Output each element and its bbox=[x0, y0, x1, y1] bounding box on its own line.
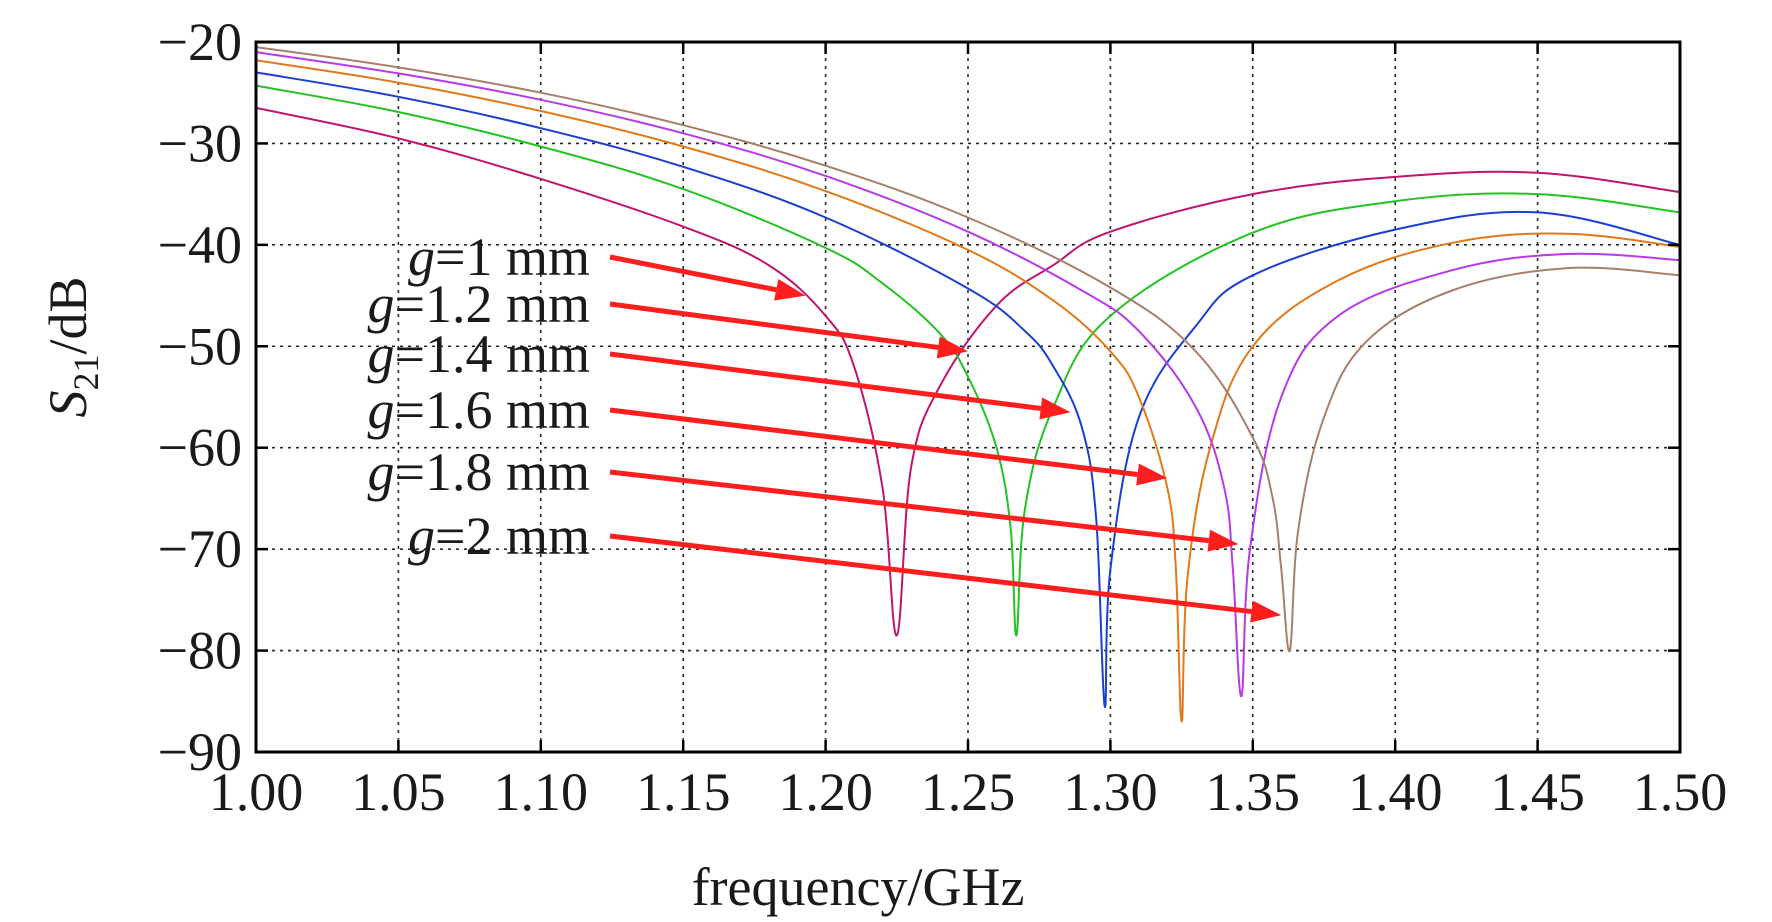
x-tick-label: 1.35 bbox=[1206, 762, 1301, 822]
arrow-head-4 bbox=[1136, 463, 1168, 486]
y-tick-label: −70 bbox=[158, 519, 242, 579]
legend-label-4: g=1.6 mm bbox=[368, 380, 590, 440]
arrow-head-1 bbox=[774, 278, 806, 301]
legend-label-var: g bbox=[368, 380, 395, 440]
legend-label-6: g=2 mm bbox=[408, 506, 590, 566]
y-axis-title-base: S bbox=[38, 391, 98, 418]
series-line-6 bbox=[255, 46, 1681, 652]
arrow-line-6 bbox=[609, 533, 1252, 615]
x-tick-label: 1.00 bbox=[209, 762, 304, 822]
legend-label-3: g=1.4 mm bbox=[368, 324, 590, 384]
x-tick-label: 1.30 bbox=[1063, 762, 1158, 822]
y-tick-label: −80 bbox=[158, 621, 242, 681]
y-axis-title: S21/dB bbox=[38, 276, 106, 417]
arrow-line-2 bbox=[609, 301, 939, 350]
x-tick-label: 1.25 bbox=[921, 762, 1016, 822]
legend-label-1: g=1 mm bbox=[408, 227, 590, 287]
y-tick-label: −60 bbox=[158, 418, 242, 478]
legend-label-value: =1.2 mm bbox=[395, 274, 590, 334]
x-tick-label: 1.45 bbox=[1490, 762, 1585, 822]
legend-label-value: =1.4 mm bbox=[395, 324, 590, 384]
x-tick-label: 1.20 bbox=[778, 762, 873, 822]
y-tick-label: −50 bbox=[158, 316, 242, 376]
legend-label-value: =1.6 mm bbox=[395, 380, 590, 440]
legend-label-value: =1 mm bbox=[435, 227, 590, 287]
legend-label-value: =1.8 mm bbox=[395, 442, 590, 502]
axis-ticks bbox=[254, 40, 1682, 754]
y-axis-title-sub: 21 bbox=[66, 355, 106, 391]
arrow-head-6 bbox=[1250, 600, 1282, 623]
arrow-line-3 bbox=[609, 351, 1042, 411]
arrow-head-3 bbox=[1039, 397, 1071, 420]
x-tick-label: 1.10 bbox=[494, 762, 589, 822]
legend-label-var: g bbox=[368, 324, 395, 384]
y-tick-labels: −20 −30 −40 −50 −60 −70 −80 −90 bbox=[158, 12, 242, 782]
x-axis-title: frequency/GHz bbox=[692, 857, 1025, 917]
x-tick-label: 1.15 bbox=[636, 762, 731, 822]
y-tick-label: −30 bbox=[158, 113, 242, 173]
legend-label-var: g bbox=[408, 506, 435, 566]
y-tick-label: −90 bbox=[158, 722, 242, 782]
legend-label-var: g bbox=[408, 227, 435, 287]
arrow-line-4 bbox=[609, 407, 1138, 477]
series-line-5 bbox=[255, 51, 1681, 698]
legend-label-var: g bbox=[368, 442, 395, 502]
series-line-3 bbox=[255, 71, 1681, 708]
arrow-head-2 bbox=[936, 336, 968, 359]
legend-label-var: g bbox=[368, 274, 395, 334]
y-axis-title-rest: /dB bbox=[38, 276, 98, 354]
arrow-head-5 bbox=[1207, 529, 1239, 552]
x-tick-label: 1.50 bbox=[1633, 762, 1728, 822]
series-line-1 bbox=[255, 106, 1681, 637]
y-tick-label: −20 bbox=[158, 12, 242, 72]
arrow-line-1 bbox=[609, 254, 777, 293]
series-line-4 bbox=[255, 59, 1681, 723]
legend-label-2: g=1.2 mm bbox=[368, 274, 590, 334]
y-tick-label: −40 bbox=[158, 215, 242, 275]
x-tick-labels: 1.00 1.05 1.10 1.15 1.20 1.25 1.30 1.35 1.40 1.45… bbox=[209, 762, 1728, 822]
arrow-line-5 bbox=[609, 469, 1210, 544]
legend-label-5: g=1.8 mm bbox=[368, 442, 590, 502]
legend-label-value: =2 mm bbox=[435, 506, 590, 566]
legend-annotations: g=1 mmg=1.2 mmg=1.4 mmg=1.6 mmg=1.8 mmg=… bbox=[368, 227, 1282, 623]
x-tick-label: 1.05 bbox=[351, 762, 446, 822]
x-tick-label: 1.40 bbox=[1348, 762, 1443, 822]
